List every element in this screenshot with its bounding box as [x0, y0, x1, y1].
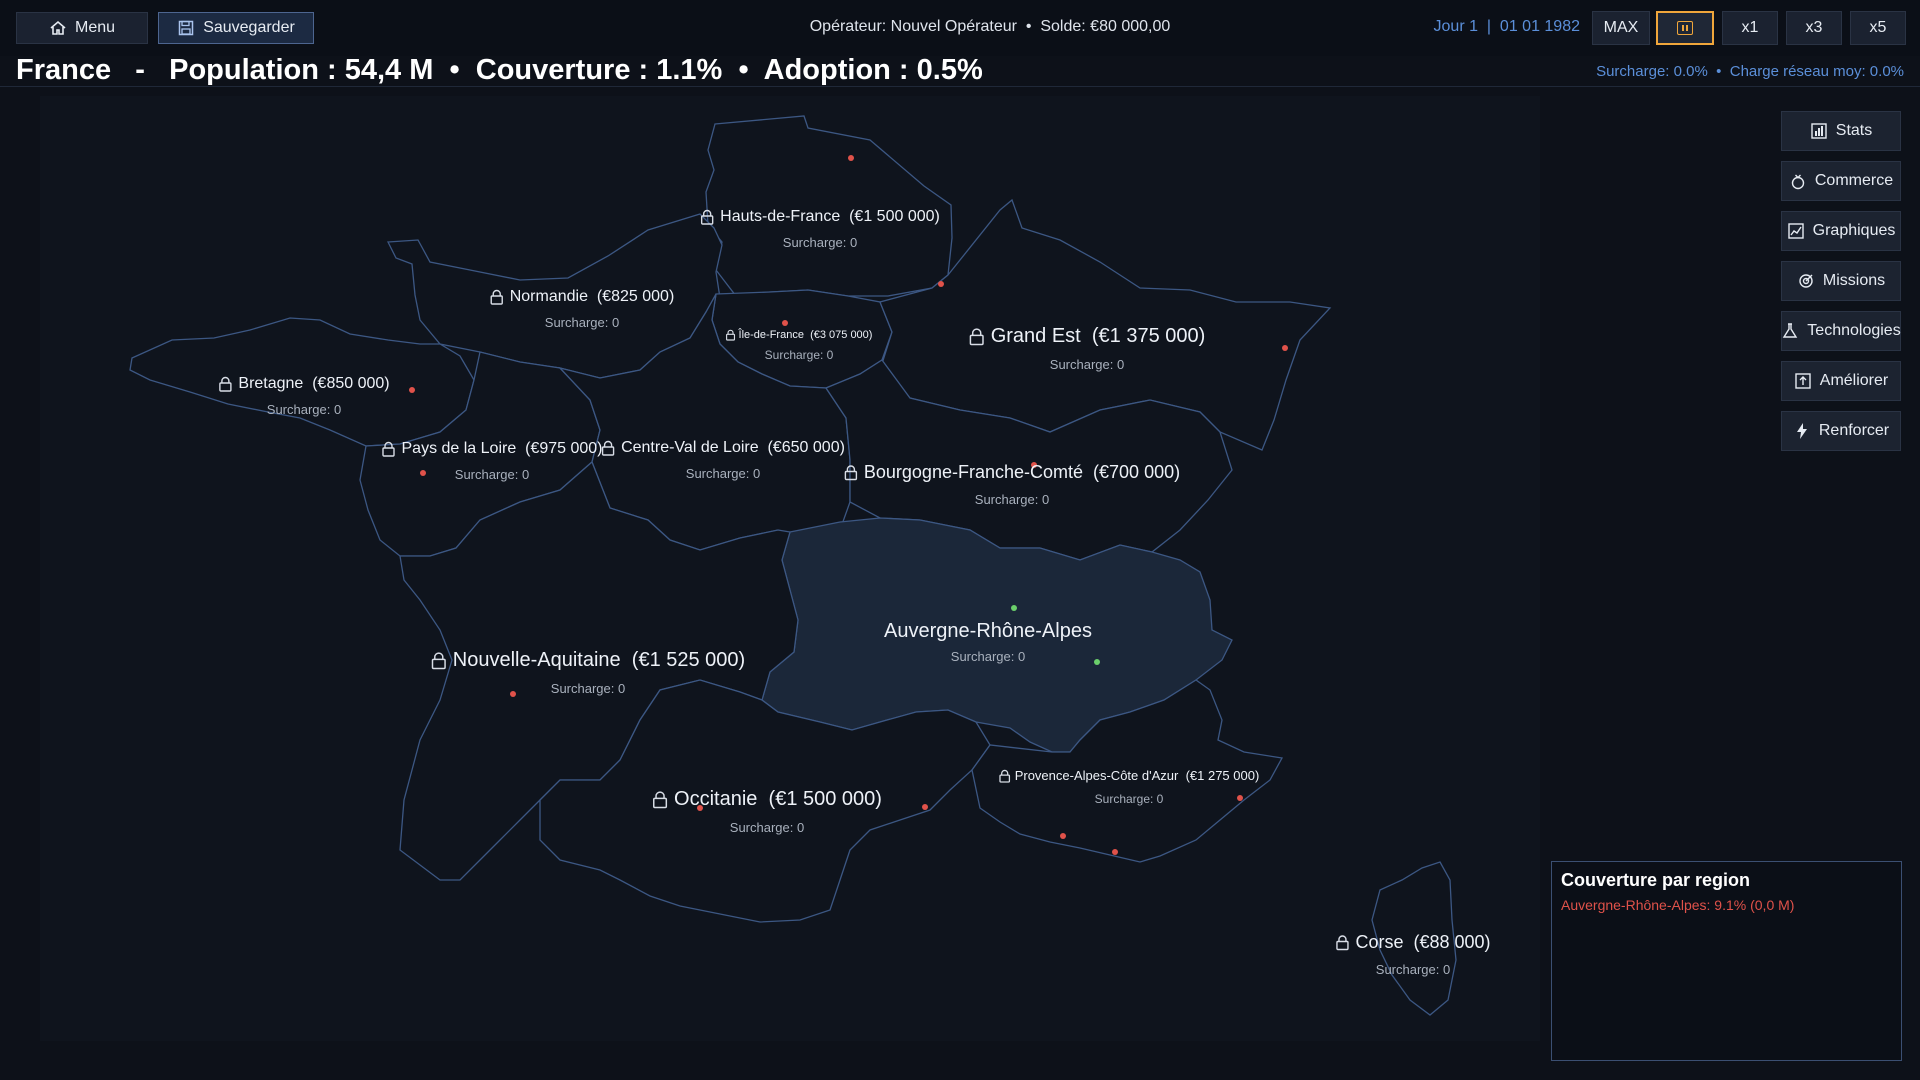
pause-button[interactable]: [1656, 11, 1714, 45]
operator-name: Nouvel Opérateur: [890, 18, 1017, 35]
lock-icon: [652, 790, 668, 809]
lock-icon: [999, 769, 1011, 783]
region-paca[interactable]: [971, 679, 1284, 863]
city-marker[interactable]: [1060, 833, 1066, 839]
target-icon: [1797, 272, 1815, 290]
money-bag-icon: [1789, 172, 1807, 190]
surcharge-stat: Surcharge: 0.0%: [1596, 63, 1708, 80]
renforcer-button[interactable]: Renforcer: [1781, 411, 1901, 451]
menu-button[interactable]: Menu: [16, 12, 148, 44]
graphiques-button[interactable]: Graphiques: [1781, 211, 1901, 251]
city-marker[interactable]: [409, 387, 415, 393]
network-load-stat: Charge réseau moy: 0.0%: [1729, 63, 1904, 80]
operator-info: Opérateur: Nouvel Opérateur • Solde: €80…: [809, 18, 1171, 35]
label-pays-de-la-loire[interactable]: Pays de la Loire (€975 000) Surcharge: 0: [381, 440, 603, 482]
lock-icon: [431, 651, 447, 670]
balance-value: €80 000,00: [1090, 18, 1171, 35]
stats-button[interactable]: Stats: [1781, 111, 1901, 151]
game-date: Jour 1 | 01 01 1982: [1433, 18, 1580, 35]
city-marker-active[interactable]: [1011, 605, 1017, 611]
city-marker[interactable]: [1031, 462, 1037, 468]
label-auvergne-rhone-alpes[interactable]: Auvergne-Rhône-Alpes Surcharge: 0: [884, 620, 1092, 664]
city-marker[interactable]: [1112, 849, 1118, 855]
label-hauts-de-france[interactable]: Hauts-de-France (€1 500 000) Surcharge: …: [700, 208, 940, 250]
lock-icon: [969, 327, 985, 346]
label-grand-est[interactable]: Grand Est (€1 375 000) Surcharge: 0: [969, 325, 1205, 372]
city-marker[interactable]: [420, 470, 426, 476]
line-chart-icon: [1787, 222, 1805, 240]
balance-label: Solde: [1040, 18, 1082, 35]
label-normandie[interactable]: Normandie (€825 000) Surcharge: 0: [490, 288, 674, 330]
city-marker[interactable]: [510, 691, 516, 697]
lock-icon: [844, 464, 858, 481]
city-marker[interactable]: [938, 281, 944, 287]
population-stat: Population : 54,4 M: [169, 54, 434, 86]
coverage-panel-title: Couverture par region: [1561, 870, 1751, 890]
speed-x5-button[interactable]: x5: [1850, 11, 1906, 45]
city-marker[interactable]: [782, 320, 788, 326]
label-centre-val-de-loire[interactable]: Centre-Val de Loire (€650 000) Surcharge…: [601, 439, 845, 481]
city-marker[interactable]: [1282, 345, 1288, 351]
adoption-stat: Adoption : 0.5%: [763, 54, 983, 86]
speed-x1-button[interactable]: x1: [1722, 11, 1778, 45]
label-occitanie[interactable]: Occitanie (€1 500 000) Surcharge: 0: [652, 788, 882, 835]
network-status: Surcharge: 0.0% • Charge réseau moy: 0.0…: [1596, 63, 1904, 80]
upgrade-arrow-icon: [1794, 372, 1812, 390]
country-name: France: [16, 54, 112, 86]
label-nouvelle-aquitaine[interactable]: Nouvelle-Aquitaine (€1 525 000) Surcharg…: [431, 649, 745, 696]
lock-icon: [490, 289, 504, 305]
region-corse[interactable]: [1371, 861, 1457, 1016]
lightning-icon: [1793, 422, 1811, 440]
label-paca[interactable]: Provence-Alpes-Côte d'Azur (€1 275 000) …: [999, 768, 1259, 806]
technologies-button[interactable]: Technologies: [1781, 311, 1901, 351]
save-label: Sauvegarder: [203, 19, 295, 36]
menu-label: Menu: [74, 19, 116, 36]
date-value: 01 01 1982: [1499, 18, 1580, 35]
flask-icon: [1781, 322, 1799, 340]
ameliorer-button[interactable]: Améliorer: [1781, 361, 1901, 401]
home-icon: [49, 19, 67, 37]
label-corse[interactable]: Corse (€88 000) Surcharge: 0: [1335, 932, 1491, 977]
city-marker[interactable]: [848, 155, 854, 161]
speed-x3-button[interactable]: x3: [1786, 11, 1842, 45]
city-marker[interactable]: [697, 805, 703, 811]
pause-icon: [1677, 21, 1693, 35]
lock-icon: [726, 329, 736, 341]
commerce-button[interactable]: Commerce: [1781, 161, 1901, 201]
day-counter: Jour 1: [1433, 18, 1478, 35]
lock-icon: [1335, 934, 1349, 951]
coverage-row: Auvergne-Rhône-Alpes: 9.1% (0,0 M): [1561, 897, 1795, 913]
operator-label: Opérateur: [809, 18, 882, 35]
top-bar: Menu Sauvegarder Opérateur: Nouvel Opéra…: [0, 0, 1920, 56]
bar-chart-icon: [1810, 122, 1828, 140]
coverage-panel: Couverture par region Auvergne-Rhône-Alp…: [1551, 861, 1902, 1061]
lock-icon: [700, 209, 714, 225]
country-summary: France - Population : 54,4 M • Couvertur…: [16, 54, 983, 86]
speed-max-button[interactable]: MAX: [1592, 11, 1650, 45]
label-bourgogne-franche-comte[interactable]: Bourgogne-Franche-Comté (€700 000) Surch…: [844, 462, 1180, 507]
floppy-icon: [177, 19, 195, 37]
city-marker[interactable]: [922, 804, 928, 810]
missions-button[interactable]: Missions: [1781, 261, 1901, 301]
city-marker-active[interactable]: [1094, 659, 1100, 665]
lock-icon: [601, 440, 615, 456]
lock-icon: [218, 376, 232, 392]
city-marker[interactable]: [1237, 795, 1243, 801]
save-button[interactable]: Sauvegarder: [158, 12, 314, 44]
header-divider: [0, 86, 1920, 87]
label-ile-de-france[interactable]: Île-de-France (€3 075 000) Surcharge: 0: [726, 328, 872, 362]
coverage-stat: Couverture : 1.1%: [475, 54, 723, 86]
label-bretagne[interactable]: Bretagne (€850 000) Surcharge: 0: [218, 375, 390, 417]
region-hauts-de-france[interactable]: [705, 115, 953, 297]
lock-icon: [381, 441, 395, 457]
